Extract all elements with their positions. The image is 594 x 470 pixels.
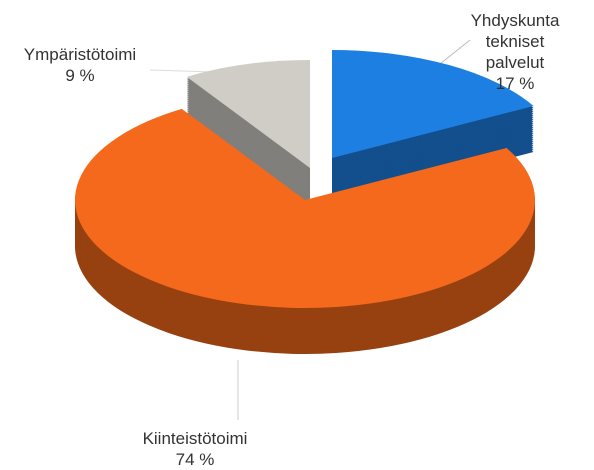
slice-label: Kiinteistötoimi 74 %: [142, 429, 248, 469]
slice-label: Ympäristötoimi 9 %: [23, 45, 137, 85]
slice: [74, 108, 535, 308]
slice-label: Yhdyskunta tekniset palvelut 17 %: [470, 11, 560, 93]
leader-line: [149, 69, 216, 73]
slice: [186, 60, 310, 168]
slice: [332, 50, 534, 158]
